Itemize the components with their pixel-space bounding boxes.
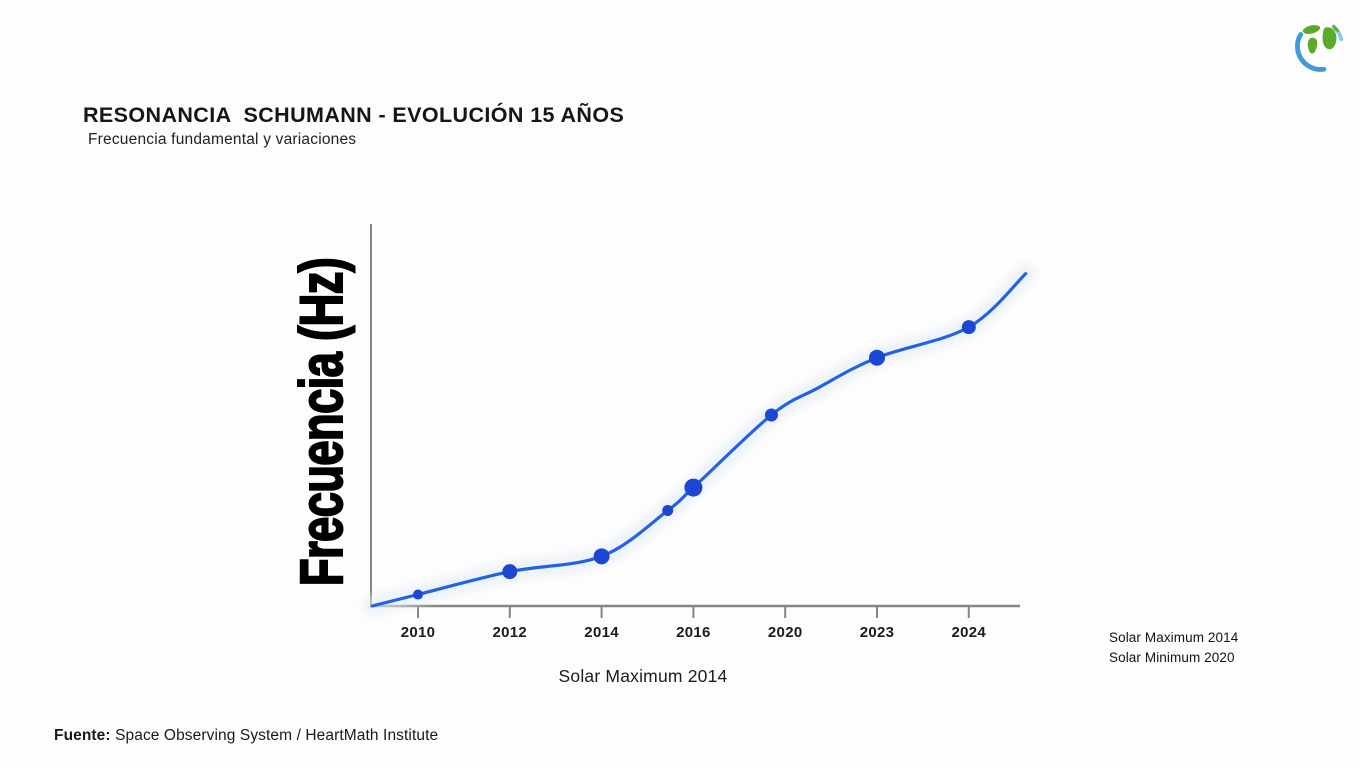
data-point-~2019 — [764, 408, 778, 422]
page-subtitle: Frecuencia fundamental y variaciones — [88, 131, 357, 148]
earth-globe-icon — [1295, 24, 1344, 72]
page-title: RESONANCIA SCHUMANN - EVOLUCIÓN 15 AÑOS — [83, 103, 625, 127]
source-text: Space Observing System / HeartMath Insti… — [110, 727, 439, 744]
globe-continent — [1307, 37, 1318, 54]
x-tick-label-2016: 2016 — [676, 624, 711, 641]
source-label: Fuente: — [54, 727, 111, 744]
data-point-2012 — [502, 564, 518, 580]
data-point-2010 — [413, 589, 423, 600]
x-axis-caption: Solar Maximum 2014 — [558, 666, 728, 686]
legend-line-solar-maximum: Solar Maximum 2014 — [1109, 630, 1239, 645]
data-point-2024 — [961, 320, 976, 335]
data-point-2014 — [593, 548, 610, 565]
source-note: Fuente: Space Observing System / HeartMa… — [54, 727, 438, 745]
globe-continent — [1332, 24, 1340, 32]
x-tick-label-2014: 2014 — [584, 624, 619, 641]
chart-line — [370, 272, 1028, 608]
x-tick-label-2023: 2023 — [860, 624, 895, 641]
x-tick-label-2024: 2024 — [952, 624, 987, 641]
globe-continent — [1322, 27, 1337, 50]
data-point-~2015 — [662, 505, 674, 516]
globe-ocean-arc — [1295, 32, 1327, 72]
legend-line-solar-minimum: Solar Minimum 2020 — [1109, 649, 1235, 665]
globe-continent — [1302, 25, 1321, 35]
x-tick-label-2012: 2012 — [493, 624, 528, 641]
data-point-2023 — [869, 349, 885, 366]
x-tick-label-2020: 2020 — [768, 624, 803, 641]
data-point-2016 — [684, 478, 703, 497]
chart-legend: Solar Maximum 2014 Solar Minimum 2020 — [1109, 628, 1238, 667]
x-tick-label-2010: 2010 — [401, 624, 436, 641]
chart-line-halo — [362, 263, 1036, 616]
